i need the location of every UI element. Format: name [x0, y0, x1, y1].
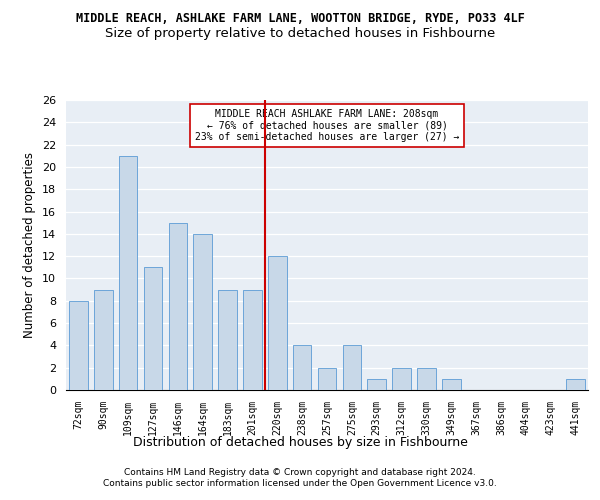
Bar — [566, 379, 585, 390]
Bar — [343, 346, 361, 390]
Bar — [367, 379, 386, 390]
Bar — [218, 290, 237, 390]
Bar — [293, 346, 311, 390]
Bar — [243, 290, 262, 390]
Y-axis label: Number of detached properties: Number of detached properties — [23, 152, 37, 338]
Bar — [317, 368, 337, 390]
Text: Contains HM Land Registry data © Crown copyright and database right 2024.: Contains HM Land Registry data © Crown c… — [124, 468, 476, 477]
Text: Contains public sector information licensed under the Open Government Licence v3: Contains public sector information licen… — [103, 480, 497, 488]
Text: MIDDLE REACH ASHLAKE FARM LANE: 208sqm
← 76% of detached houses are smaller (89): MIDDLE REACH ASHLAKE FARM LANE: 208sqm ←… — [195, 108, 459, 142]
Text: Size of property relative to detached houses in Fishbourne: Size of property relative to detached ho… — [105, 28, 495, 40]
Bar — [417, 368, 436, 390]
Bar — [268, 256, 287, 390]
Bar — [169, 222, 187, 390]
Bar — [442, 379, 461, 390]
Bar — [94, 290, 113, 390]
Text: Distribution of detached houses by size in Fishbourne: Distribution of detached houses by size … — [133, 436, 467, 449]
Bar — [392, 368, 411, 390]
Bar — [193, 234, 212, 390]
Bar — [119, 156, 137, 390]
Bar — [69, 301, 88, 390]
Bar — [143, 268, 163, 390]
Text: MIDDLE REACH, ASHLAKE FARM LANE, WOOTTON BRIDGE, RYDE, PO33 4LF: MIDDLE REACH, ASHLAKE FARM LANE, WOOTTON… — [76, 12, 524, 26]
